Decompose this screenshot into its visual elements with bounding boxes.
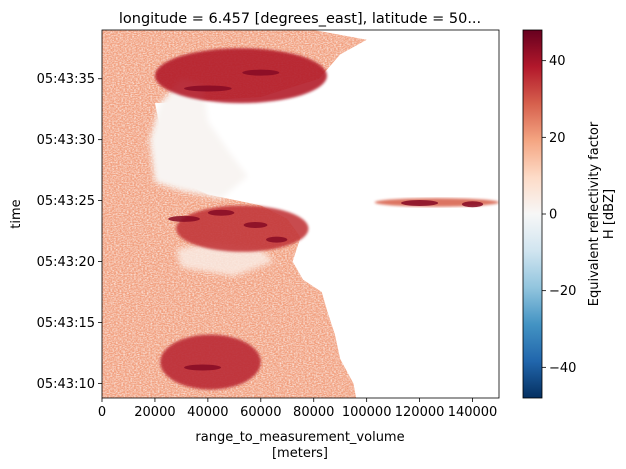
echo-structure: [160, 334, 261, 390]
colorbar-axis: 40 20 0 −20 −40: [542, 54, 576, 376]
echo-streak: [242, 69, 280, 76]
x-tick-label: 20000: [134, 405, 175, 420]
echo-streak: [461, 201, 484, 208]
y-tick-label: 05:43:30: [37, 133, 95, 148]
plot-frame: [101, 29, 500, 399]
colorbar-label-line1: Equivalent reflectivity factor: [587, 121, 602, 306]
echo-structure: [154, 48, 327, 104]
colorbar-tick-label: −20: [549, 284, 576, 299]
y-axis-label: time: [9, 199, 24, 228]
echo-streak: [243, 221, 268, 228]
x-tick-label: 40000: [187, 405, 228, 420]
x-axis: 0 20000 40000 60000 80000 100000 120000 140000: [98, 398, 497, 420]
colorbar-label-line2: H [dBZ]: [602, 189, 617, 239]
y-tick-label: 05:43:20: [37, 255, 95, 270]
y-tick-label: 05:43:10: [37, 377, 95, 392]
x-axis-unit: [meters]: [272, 446, 328, 461]
colorbar-tick-label: 20: [549, 131, 566, 146]
colorbar: [523, 30, 542, 398]
clear-region: [149, 78, 248, 199]
echo-streak: [168, 215, 200, 222]
echo-streak: [401, 200, 439, 207]
echo-streak: [184, 364, 222, 371]
echo-streak: [266, 236, 288, 243]
plot-area: [102, 30, 499, 398]
y-tick-label: 05:43:35: [37, 72, 95, 87]
colorbar-tick-label: 40: [549, 54, 566, 69]
y-tick-label: 05:43:15: [37, 316, 95, 331]
echo-streak: [184, 85, 232, 92]
x-tick-label: 0: [98, 405, 106, 420]
chart-title: longitude = 6.457 [degrees_east], latitu…: [119, 11, 481, 27]
x-tick-label: 140000: [448, 405, 498, 420]
y-axis: 05:43:10 05:43:15 05:43:20 05:43:25 05:43:30…: [37, 72, 102, 392]
x-axis-label: range_to_measurement_volume: [195, 430, 404, 445]
x-tick-label: 80000: [293, 405, 334, 420]
heatmap: [102, 30, 499, 398]
x-tick-label: 120000: [395, 405, 445, 420]
x-tick-label: 100000: [342, 405, 392, 420]
echo-streak: [207, 209, 235, 216]
y-tick-label: 05:43:25: [37, 194, 95, 209]
x-tick-label: 60000: [240, 405, 281, 420]
colorbar-tick-label: −40: [549, 361, 576, 376]
colorbar-tick-label: 0: [549, 208, 557, 223]
echo-structure: [176, 205, 309, 252]
